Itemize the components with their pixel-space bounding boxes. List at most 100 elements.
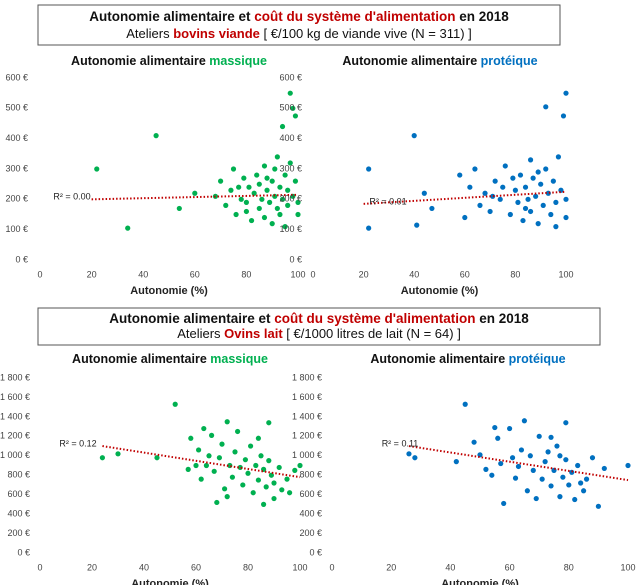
point bbox=[216, 455, 222, 461]
point bbox=[206, 453, 212, 459]
point bbox=[495, 435, 501, 441]
y-tick-label: 1 800 € bbox=[292, 372, 322, 382]
point bbox=[501, 500, 507, 507]
chart-title: Autonomie alimentaire protéique bbox=[342, 54, 537, 68]
header-subtitle: Ateliers Ovins lait [ €/1000 litres de l… bbox=[177, 326, 461, 341]
point bbox=[572, 496, 578, 503]
point bbox=[563, 90, 569, 96]
header-title-part: coût du système d'alimentation bbox=[274, 311, 475, 326]
header-box bbox=[37, 307, 601, 346]
point bbox=[517, 172, 524, 178]
point bbox=[277, 184, 283, 190]
chart-title: Autonomie alimentaire massique bbox=[72, 352, 268, 366]
point bbox=[563, 457, 569, 463]
point bbox=[125, 225, 131, 231]
y-tick-label: 0 € bbox=[17, 547, 30, 557]
point bbox=[254, 172, 260, 178]
point bbox=[271, 495, 277, 502]
point bbox=[246, 184, 252, 190]
point bbox=[245, 470, 251, 476]
point bbox=[553, 224, 559, 230]
chart-title: Autonomie alimentaire protéique bbox=[370, 352, 565, 366]
point bbox=[203, 462, 209, 469]
point bbox=[581, 488, 587, 494]
point bbox=[218, 178, 224, 184]
y-tick-label: 200 € bbox=[279, 194, 302, 204]
chart-title-part: massique bbox=[209, 54, 267, 68]
point bbox=[462, 401, 468, 407]
y-tick-label: 1 200 € bbox=[292, 431, 322, 441]
header-subtitle-part: [ €/100 kg de viande vive (N = 311) ] bbox=[260, 26, 472, 41]
point bbox=[527, 208, 534, 215]
point bbox=[269, 221, 275, 227]
point bbox=[543, 166, 549, 172]
x-tick-label: 20 bbox=[87, 269, 97, 279]
y-tick-label: 1 000 € bbox=[292, 450, 322, 460]
point bbox=[566, 482, 572, 488]
point bbox=[548, 483, 554, 489]
point bbox=[240, 482, 246, 488]
x-tick-label: 40 bbox=[445, 562, 455, 572]
point bbox=[578, 480, 584, 486]
point bbox=[258, 453, 264, 459]
point bbox=[259, 196, 265, 202]
point bbox=[261, 214, 268, 221]
point bbox=[256, 181, 262, 187]
point bbox=[530, 175, 536, 181]
x-axis-label: Autonomie (%) bbox=[441, 578, 519, 585]
point bbox=[625, 462, 631, 469]
point bbox=[198, 476, 204, 482]
point bbox=[229, 474, 235, 480]
point bbox=[224, 419, 230, 425]
chart-title-part: Autonomie alimentaire bbox=[72, 352, 210, 366]
point bbox=[243, 208, 249, 215]
point bbox=[518, 447, 525, 453]
trendline bbox=[91, 193, 299, 201]
point bbox=[550, 178, 556, 184]
point bbox=[282, 224, 288, 230]
x-tick-label: 80 bbox=[243, 562, 253, 572]
point bbox=[500, 184, 506, 190]
chart-title-part: protéique bbox=[509, 352, 566, 366]
point bbox=[274, 205, 280, 212]
x-tick-label: 80 bbox=[510, 269, 520, 279]
point bbox=[272, 166, 278, 172]
point bbox=[279, 123, 286, 130]
x-tick-label: 80 bbox=[241, 269, 251, 279]
point bbox=[264, 187, 270, 193]
y-tick-label: 0 € bbox=[289, 254, 302, 264]
chart-title-part: Autonomie alimentaire bbox=[370, 352, 508, 366]
point bbox=[176, 205, 182, 212]
point bbox=[238, 196, 244, 202]
x-axis-label: Autonomie (%) bbox=[130, 285, 208, 297]
point bbox=[366, 166, 372, 172]
point bbox=[477, 202, 483, 208]
x-tick-label: 60 bbox=[460, 269, 470, 279]
header-title-part: coût du système d'alimentation bbox=[254, 9, 455, 24]
point bbox=[274, 154, 280, 160]
point bbox=[285, 187, 291, 193]
chart-title: Autonomie alimentaire massique bbox=[71, 54, 267, 68]
x-tick-label: 100 bbox=[620, 562, 635, 572]
point bbox=[538, 181, 544, 187]
x-tick-label: 0 bbox=[310, 269, 315, 279]
point bbox=[214, 499, 220, 506]
y-tick-label: 1 600 € bbox=[292, 392, 322, 402]
y-tick-label: 500 € bbox=[279, 103, 302, 113]
point bbox=[539, 476, 545, 482]
header-subtitle-part: [ €/1000 litres de lait (N = 64) ] bbox=[283, 326, 461, 341]
point bbox=[290, 105, 296, 111]
point bbox=[243, 199, 249, 205]
point bbox=[269, 178, 275, 184]
point bbox=[295, 211, 301, 218]
point bbox=[295, 199, 301, 205]
point bbox=[366, 225, 372, 231]
y-tick-label: 800 € bbox=[299, 470, 322, 480]
x-tick-label: 100 bbox=[558, 269, 573, 279]
x-tick-label: 80 bbox=[564, 562, 574, 572]
point bbox=[555, 154, 562, 160]
point bbox=[543, 104, 549, 110]
x-tick-label: 40 bbox=[138, 269, 148, 279]
point bbox=[548, 211, 554, 218]
